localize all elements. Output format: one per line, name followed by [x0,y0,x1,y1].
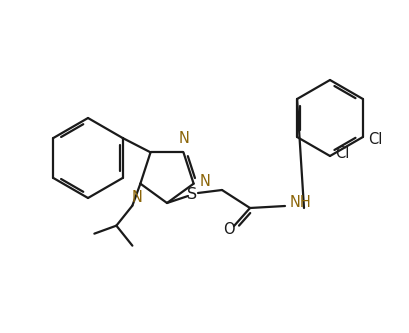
Text: NH: NH [289,195,311,210]
Text: N: N [132,190,142,205]
Text: Cl: Cl [334,147,348,162]
Text: N: N [199,174,210,189]
Text: O: O [222,222,234,237]
Text: S: S [187,187,197,202]
Text: Cl: Cl [367,132,381,147]
Text: N: N [179,131,189,146]
